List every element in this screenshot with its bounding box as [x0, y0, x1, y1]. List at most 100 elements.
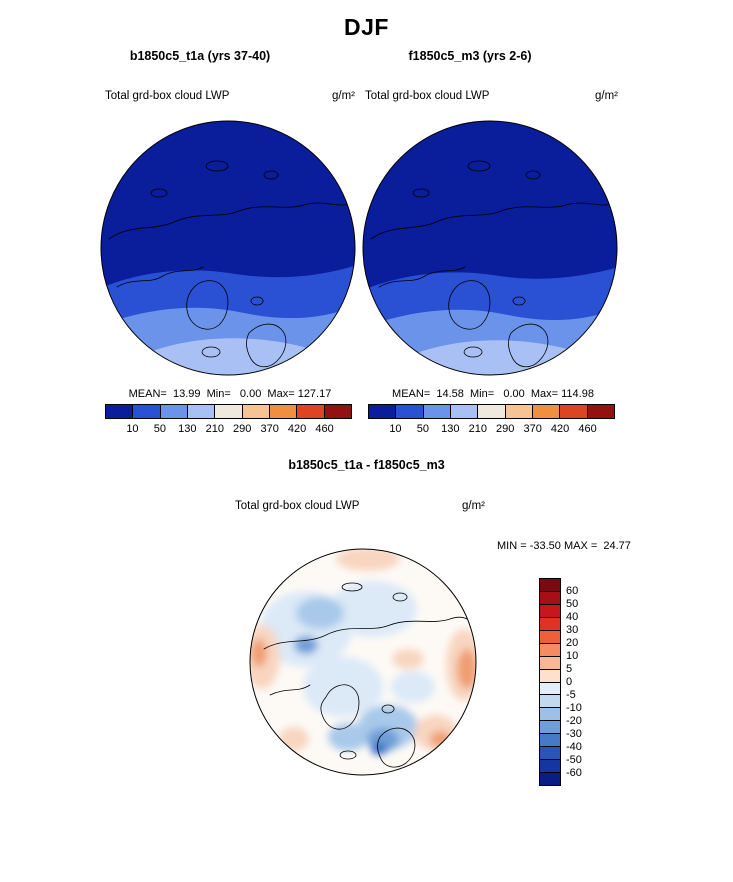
colorbar-segment [587, 405, 614, 418]
colorbar-tick-label: 420 [550, 423, 570, 435]
left-run-title: b1850c5_t1a (yrs 37-40) [129, 49, 271, 63]
lwp-map-right [362, 120, 618, 376]
colorbar-tick-label: 130 [178, 423, 197, 435]
colorbar-tick-label: 460 [578, 423, 597, 435]
diff-map-field [250, 549, 476, 775]
diff-units-label: g/m² [462, 500, 485, 512]
colorbar-tick-label: 20 [566, 637, 579, 649]
diff-colorbar [539, 578, 561, 786]
colorbar-tick-label: 370 [523, 423, 542, 435]
colorbar-segment [505, 405, 533, 418]
colorbar-tick-label: -50 [566, 754, 582, 766]
colorbar-segment [215, 405, 243, 418]
colorbar-segment [106, 405, 134, 418]
colorbar-tick-label: 130 [441, 423, 460, 435]
colorbar-segment [187, 405, 216, 418]
colorbar-tick-label: -5 [566, 689, 576, 701]
colorbar-tick-label: -60 [566, 767, 582, 779]
coastlines [263, 582, 472, 768]
colorbar-tick-label: -20 [566, 715, 582, 727]
colorbar-segment [369, 405, 397, 418]
colorbar-tick-label: -10 [566, 702, 582, 714]
colorbar-tick-label: 210 [468, 423, 487, 435]
colorbar-segment [540, 579, 560, 592]
colorbar-segment [540, 669, 560, 683]
colorbar-segment [540, 695, 560, 709]
diff-map [249, 548, 477, 776]
colorbar-tick-label: 50 [153, 423, 166, 435]
coastlines [108, 160, 352, 368]
colorbar-segment [540, 708, 560, 722]
colorbar-segment [242, 405, 270, 418]
map-boundary [362, 120, 618, 376]
colorbar-segment [540, 604, 560, 618]
colorbar-segment [560, 405, 588, 418]
lwp-colorbar-left [105, 404, 352, 419]
colorbar-segment [478, 405, 506, 418]
colorbar-tick-label: 290 [233, 423, 252, 435]
lwp-map-right-field [363, 121, 617, 375]
left-field-row: Total grd-box cloud LWP g/m² [105, 90, 355, 102]
colorbar-tick-label: 5 [566, 663, 573, 675]
left-units-label: g/m² [332, 90, 355, 102]
diff-title: b1850c5_t1a - f1850c5_m3 [288, 458, 445, 472]
colorbar-tick-label: -40 [566, 741, 582, 753]
colorbar-segment [540, 630, 560, 644]
diff-anomaly-blobs [250, 549, 476, 755]
colorbar-tick-label: 0 [566, 676, 573, 688]
right-field-label: Total grd-box cloud LWP [365, 90, 490, 102]
colorbar-tick-label: 10 [566, 650, 579, 662]
colorbar-tick-label: 30 [566, 624, 579, 636]
colorbar-tick-label: 40 [566, 611, 579, 623]
colorbar-segment [297, 405, 325, 418]
lwp-map-left [100, 120, 356, 376]
colorbar-tick-label: -30 [566, 728, 582, 740]
colorbar-segment [133, 405, 161, 418]
colorbar-tick-label: 60 [566, 585, 579, 597]
colorbar-segment [450, 405, 479, 418]
right-run-title: f1850c5_m3 (yrs 2-6) [408, 49, 532, 63]
colorbar-segment [540, 591, 560, 605]
colorbar-segment [269, 405, 298, 418]
colorbar-tick-label: 10 [389, 423, 402, 435]
colorbar-segment [540, 734, 560, 748]
diff-field-row: Total grd-box cloud LWP g/m² [235, 500, 485, 512]
colorbar-segment [324, 405, 351, 418]
diff-field-label: Total grd-box cloud LWP [235, 500, 360, 512]
diff-colorbar-ticks: 60 50 40 30 20 10 5 0 -5 -10 -20 -30 -40 -50 -60 [566, 578, 600, 786]
colorbar-segment [396, 405, 424, 418]
lwp-map-left-field [101, 121, 355, 375]
right-field-row: Total grd-box cloud LWP g/m² [365, 90, 618, 102]
colorbar-tick-label: 370 [260, 423, 279, 435]
coastlines [370, 160, 614, 368]
colorbar-segment [540, 617, 560, 631]
colorbar-segment [540, 773, 560, 785]
colorbar-segment [540, 656, 560, 670]
colorbar-segment [540, 760, 560, 774]
left-field-label: Total grd-box cloud LWP [105, 90, 230, 102]
colorbar-tick-label: 420 [287, 423, 307, 435]
map-boundary [100, 120, 356, 376]
map-boundary [249, 548, 477, 776]
colorbar-segment [540, 682, 560, 696]
page-title: DJF [344, 14, 389, 40]
lwp-colorbar-left-ticks: 10 50 130 210 290 370 420 460 [105, 423, 352, 437]
colorbar-tick-label: 460 [315, 423, 334, 435]
colorbar-tick-label: 210 [205, 423, 224, 435]
colorbar-tick-label: 50 [416, 423, 429, 435]
diff-minmax: MIN = -33.50 MAX = 24.77 [497, 540, 631, 552]
colorbar-segment [540, 721, 560, 735]
right-units-label: g/m² [595, 90, 618, 102]
left-stats: MEAN= 13.99 Min= 0.00 Max= 127.17 [128, 388, 332, 400]
colorbar-segment [532, 405, 561, 418]
colorbar-tick-label: 10 [126, 423, 139, 435]
colorbar-tick-label: 290 [496, 423, 515, 435]
colorbar-segment [540, 643, 560, 657]
colorbar-segment [423, 405, 451, 418]
colorbar-tick-label: 50 [566, 598, 579, 610]
colorbar-segment [160, 405, 188, 418]
lwp-colorbar-right [368, 404, 615, 419]
colorbar-segment [540, 747, 560, 761]
lwp-colorbar-right-ticks: 10 50 130 210 290 370 420 460 [368, 423, 615, 437]
